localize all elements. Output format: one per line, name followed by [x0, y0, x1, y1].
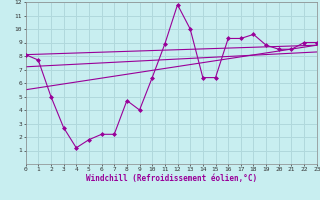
X-axis label: Windchill (Refroidissement éolien,°C): Windchill (Refroidissement éolien,°C) — [86, 174, 257, 183]
